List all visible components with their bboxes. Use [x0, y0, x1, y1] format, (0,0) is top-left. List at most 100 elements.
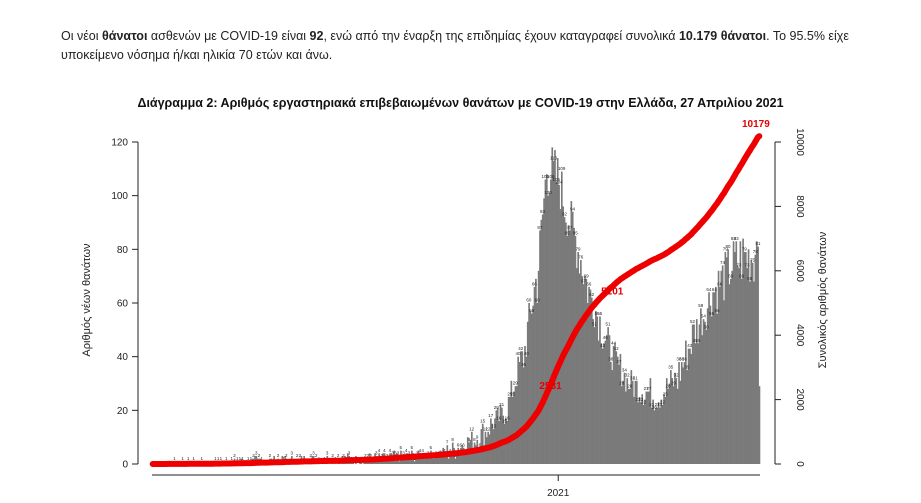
bar: [742, 238, 744, 464]
bar: [575, 268, 578, 464]
bar: [577, 252, 579, 464]
bar-value-label: 93: [540, 209, 546, 214]
bar: [633, 396, 635, 464]
bar-value-label: 25: [510, 391, 516, 396]
bar-value-label: 8: [451, 437, 454, 442]
bar: [664, 396, 667, 464]
bar: [655, 407, 657, 464]
bar-value-label: 21: [649, 402, 655, 407]
bar: [690, 353, 693, 464]
bar: [753, 281, 755, 464]
bar: [695, 319, 698, 464]
bar: [517, 356, 520, 464]
bar-value-label: 5: [430, 445, 433, 450]
bar: [532, 305, 534, 464]
bar-value-label: 3: [326, 450, 329, 455]
bar-value-label: 69: [728, 273, 734, 278]
bar: [554, 150, 556, 465]
bar: [610, 362, 612, 464]
intro-bold-total-deaths: 10.179 θάνατοι: [678, 29, 767, 43]
bar: [586, 303, 589, 464]
bar: [420, 458, 423, 464]
bar: [668, 383, 671, 464]
bar-value-label: 15: [502, 418, 508, 423]
bar: [670, 370, 672, 464]
bar: [541, 214, 544, 464]
bar-value-label: 17: [488, 413, 494, 418]
bar-value-label: 1: [192, 456, 195, 461]
bar: [626, 378, 629, 464]
bar: [660, 399, 663, 464]
bar-value-label: 79: [742, 247, 748, 252]
bar: [631, 380, 634, 464]
bar-value-label: 56: [529, 308, 535, 313]
bar-value-label: 3: [312, 450, 315, 455]
bar: [635, 380, 638, 464]
cumulative-deaths-curve: [149, 133, 763, 467]
bar-value-label: 25: [507, 391, 513, 396]
bar: [629, 388, 631, 464]
bar-value-label: 100: [544, 190, 552, 195]
bar-value-label: 79: [576, 247, 582, 252]
bar-value-label: 1: [201, 456, 204, 461]
bar: [736, 265, 739, 464]
bar: [674, 372, 676, 464]
bar: [573, 227, 575, 464]
y2-tick-label: 6000: [794, 260, 805, 283]
bar-value-label: 66: [586, 281, 592, 286]
bar: [614, 343, 616, 464]
bar-value-label: 2: [258, 453, 261, 458]
bar-value-label: 4: [383, 448, 386, 453]
curve-annotation: 5101: [601, 286, 624, 297]
bar: [404, 458, 406, 464]
bar: [640, 402, 642, 464]
bar-value-label: 32: [674, 373, 680, 378]
bar-value-label: 2: [269, 453, 272, 458]
y-tick-label: 40: [117, 352, 129, 363]
bar: [642, 404, 645, 464]
bar-value-label: 3: [255, 450, 258, 455]
bar-value-label: 16: [505, 416, 511, 421]
bar: [650, 407, 653, 464]
bar: [627, 388, 630, 464]
bar-value-label: 21: [655, 402, 661, 407]
bar-value-label: 3: [397, 450, 400, 455]
bar-value-label: 2: [331, 453, 334, 458]
bar-value-label: 85: [573, 230, 579, 235]
bar: [533, 286, 536, 464]
bar: [500, 407, 503, 464]
bar-value-label: 20: [494, 405, 500, 410]
bar: [413, 461, 416, 464]
bar-value-label: 2: [337, 453, 340, 458]
bar-value-label: 3: [408, 450, 411, 455]
bar-value-label: 40: [516, 351, 522, 356]
bar-value-label: 2: [364, 453, 367, 458]
bar-value-label: 31: [630, 375, 636, 380]
bar-value-label: 27: [644, 386, 650, 391]
bar-value-label: 12: [469, 426, 475, 431]
bar: [727, 249, 729, 464]
bar: [604, 340, 607, 464]
bar: [436, 453, 439, 464]
bar-value-label: 6: [479, 442, 482, 447]
bar-value-label: 73: [745, 263, 751, 268]
bar-value-label: 87: [537, 225, 543, 230]
bar: [494, 418, 496, 464]
bar-value-label: 85: [565, 230, 571, 235]
bar-value-label: 6: [460, 442, 463, 447]
bar: [513, 391, 515, 464]
bar-value-label: 2: [252, 453, 255, 458]
bar-value-label: 1: [181, 456, 184, 461]
bar-value-label: 1: [260, 456, 263, 461]
bar: [483, 445, 485, 464]
bar-value-label: 1: [247, 456, 250, 461]
bar-value-label: 55: [595, 311, 601, 316]
bar: [693, 324, 695, 464]
bar: [551, 147, 554, 464]
bar: [472, 447, 475, 464]
bar: [652, 399, 654, 464]
bar-value-label: 16: [496, 416, 502, 421]
bar: [740, 278, 743, 464]
bar: [514, 386, 517, 464]
bar: [520, 351, 522, 464]
